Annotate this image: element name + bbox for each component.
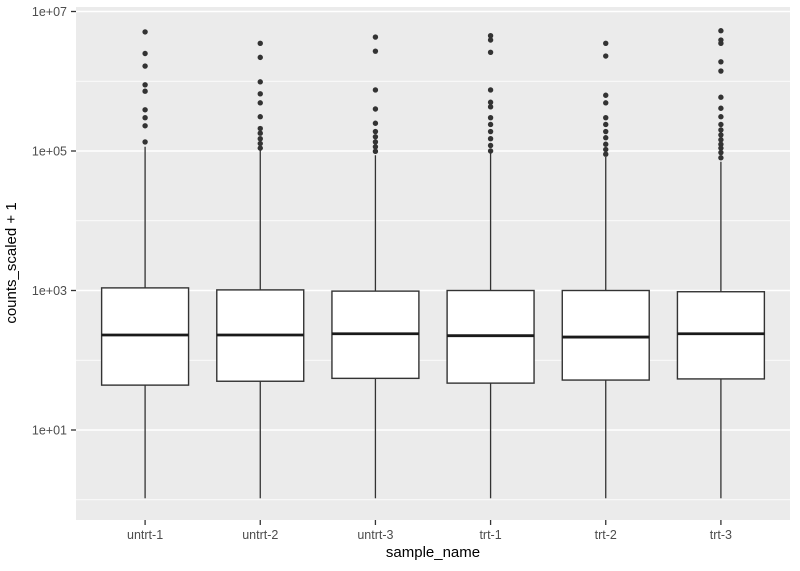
boxplot-untrt-2 <box>216 40 305 499</box>
outlier-point <box>603 115 609 121</box>
panel-background <box>76 7 790 520</box>
iqr-box <box>100 287 190 386</box>
outlier-point <box>487 49 494 56</box>
outlier-point <box>487 32 494 39</box>
outlier-point <box>487 115 494 121</box>
outlier-point <box>257 130 263 136</box>
outlier-point <box>718 121 724 128</box>
outlier-point <box>718 28 724 34</box>
outlier-point <box>487 128 494 135</box>
outlier-point <box>142 123 148 129</box>
outlier-point <box>257 100 263 106</box>
outlier-point <box>603 151 609 157</box>
outlier-point <box>487 37 494 43</box>
outlier-point <box>487 148 494 154</box>
outlier-point <box>603 92 609 98</box>
outlier-point <box>718 155 724 161</box>
outlier-point <box>257 136 263 142</box>
outlier-point <box>372 48 379 54</box>
outlier-point <box>142 50 148 57</box>
outlier-point <box>257 114 263 120</box>
outlier-point <box>142 88 148 94</box>
x-tick-label: untrt-3 <box>357 528 393 542</box>
outlier-point <box>718 127 724 133</box>
outlier-point <box>142 139 148 145</box>
outlier-point <box>603 141 609 147</box>
outlier-point <box>372 34 379 40</box>
outlier-point <box>372 106 379 112</box>
outlier-point <box>718 59 724 65</box>
outlier-point <box>487 99 494 105</box>
outlier-point <box>718 114 724 120</box>
y-axis-title: counts_scaled + 1 <box>3 202 20 323</box>
outlier-point <box>372 120 379 126</box>
outlier-point <box>372 144 379 150</box>
x-tick-label: untrt-1 <box>127 528 163 542</box>
outlier-point <box>257 40 263 47</box>
outlier-point <box>603 121 609 128</box>
outlier-point <box>142 82 148 88</box>
outlier-point <box>257 125 263 132</box>
outlier-point <box>718 141 724 147</box>
outlier-point <box>257 145 263 151</box>
outlier-point <box>257 79 263 85</box>
iqr-box <box>676 291 766 380</box>
boxplot-untrt-1 <box>100 29 190 499</box>
outlier-point <box>603 146 609 153</box>
outlier-point <box>142 115 148 121</box>
outlier-point <box>603 53 609 59</box>
outlier-point <box>487 104 494 110</box>
outlier-point <box>372 87 379 93</box>
outlier-point <box>487 121 494 128</box>
outlier-point <box>718 68 724 74</box>
x-tick-label: trt-1 <box>479 528 501 542</box>
outlier-point <box>372 128 379 135</box>
outlier-point <box>142 29 148 35</box>
outlier-point <box>257 54 263 61</box>
boxplot-trt-2 <box>561 40 650 499</box>
y-tick-label: 1e+01 <box>32 424 67 438</box>
x-tick-label: trt-2 <box>595 528 617 542</box>
outlier-point <box>718 137 724 143</box>
outlier-point <box>487 136 494 142</box>
y-tick-label: 1e+03 <box>32 284 67 298</box>
boxplot-trt-3 <box>676 28 766 499</box>
outlier-point <box>718 132 724 138</box>
outlier-point <box>142 63 148 69</box>
x-tick-label: untrt-2 <box>242 528 278 542</box>
outlier-point <box>718 145 724 151</box>
boxplot-trt-1 <box>446 32 535 499</box>
outlier-point <box>372 148 379 155</box>
iqr-box <box>561 289 650 381</box>
outlier-point <box>603 135 609 141</box>
plot-panel: 1e+01 1e+03 1e+05 1e+07 untrt-1 untrt-2 untrt-… <box>32 5 790 542</box>
outlier-point <box>718 40 724 47</box>
outlier-point <box>142 107 148 113</box>
outlier-point <box>718 94 724 100</box>
x-axis-title: sample_name <box>386 544 480 561</box>
outlier-point <box>718 149 724 156</box>
outlier-point <box>718 105 724 111</box>
outlier-point <box>603 40 609 47</box>
outlier-point <box>372 134 379 140</box>
y-tick-label: 1e+05 <box>32 145 67 159</box>
outlier-point <box>487 142 494 149</box>
outlier-point <box>487 87 494 93</box>
outlier-point <box>603 128 609 135</box>
outlier-point <box>603 100 609 106</box>
y-tick-label: 1e+07 <box>32 5 67 19</box>
outlier-point <box>257 140 263 147</box>
outlier-point <box>372 139 379 145</box>
x-tick-label: trt-3 <box>710 528 732 542</box>
boxplot-untrt-3 <box>331 34 420 499</box>
outlier-point <box>257 91 263 97</box>
